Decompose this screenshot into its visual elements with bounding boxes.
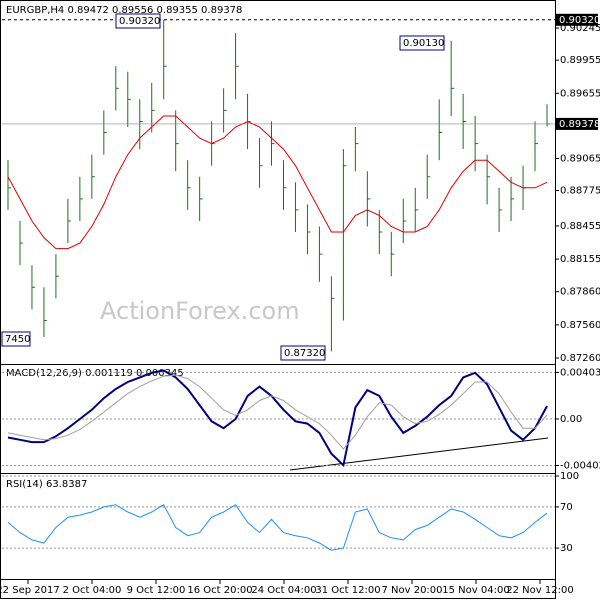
x-tick-label: 22 Sep 2017	[0, 585, 60, 596]
watermark: ActionForex.com	[100, 297, 300, 325]
y-tick-label: 0.87560	[560, 320, 600, 331]
chart-title: EURGBP,H4 0.89472 0.89556 0.89355 0.8937…	[6, 5, 242, 16]
y-tick-label: 0.89065	[560, 154, 600, 165]
annotation-box	[1, 331, 31, 347]
y-tick-label: 70	[560, 502, 573, 513]
price-box	[556, 13, 598, 26]
price-label: 0.90320	[559, 15, 600, 26]
y-tick-label: -0.004021	[560, 460, 600, 471]
annotation-box	[115, 13, 161, 29]
y-tick-label: 0.87260	[560, 353, 600, 364]
y-tick-label: 0.88155	[560, 254, 600, 265]
y-tick-label: 0.89955	[560, 55, 600, 66]
annotation: 7450	[5, 334, 30, 345]
price-label: 0.89378	[559, 119, 600, 130]
indicator-line	[7, 369, 548, 468]
annotation: 0.90130	[403, 38, 444, 49]
moving-average	[7, 115, 548, 250]
x-tick-label: 15 Nov 04:00	[442, 585, 509, 596]
panel-title: MACD(12,26,9) 0.001119 0.000345	[6, 368, 184, 379]
x-tick-label: 2 Oct 04:00	[63, 585, 122, 596]
panel-title: RSI(14) 63.8387	[6, 479, 87, 490]
y-tick-label: 0.88455	[560, 221, 600, 232]
y-tick-label: 0.87860	[560, 287, 600, 298]
x-tick-label: 16 Oct 20:00	[187, 585, 252, 596]
y-tick-label: 0.00	[560, 414, 582, 425]
annotation-box	[399, 35, 445, 51]
annotation: 0.87320	[284, 348, 325, 359]
price-box	[556, 117, 598, 130]
y-tick-label: 0.90245	[560, 23, 600, 34]
y-tick-label: 100	[560, 471, 579, 482]
trend-line	[289, 437, 549, 471]
x-tick-label: 9 Oct 12:00	[127, 585, 186, 596]
indicator-line	[7, 374, 548, 450]
y-tick-label: 0.88775	[560, 186, 600, 197]
x-tick-label: 24 Oct 04:00	[251, 585, 316, 596]
y-tick-label: 0.89655	[560, 88, 600, 99]
indicator-line	[7, 504, 548, 551]
y-tick-label: 30	[560, 543, 573, 554]
y-tick-label: 0.00403	[560, 367, 600, 378]
x-tick-label: 31 Oct 12:00	[315, 585, 380, 596]
annotation-box	[280, 345, 326, 361]
x-tick-label: 22 Nov 12:00	[506, 585, 573, 596]
annotation: 0.90320	[119, 16, 160, 27]
x-tick-label: 7 Nov 20:00	[381, 585, 442, 596]
